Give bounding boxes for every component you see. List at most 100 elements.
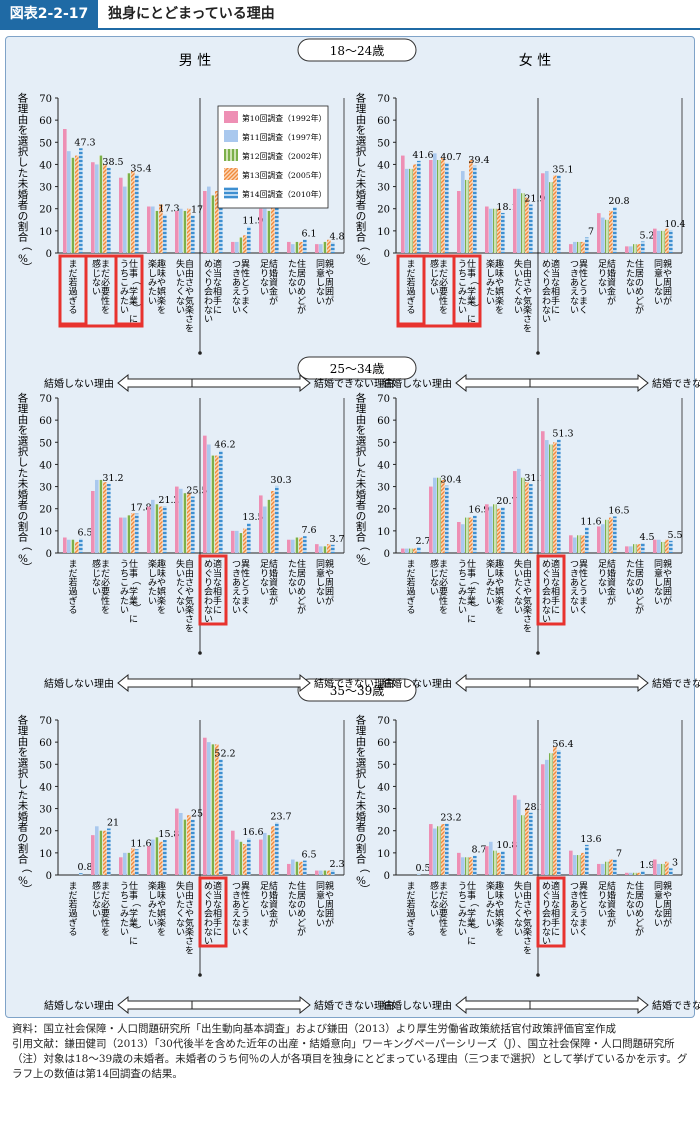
svg-text:住: 住 xyxy=(297,880,306,892)
svg-text:婚: 婚 xyxy=(18,810,29,823)
bar xyxy=(501,212,505,253)
svg-text:楽: 楽 xyxy=(148,258,157,270)
svg-text:足: 足 xyxy=(260,259,269,270)
svg-text:）: ） xyxy=(469,604,480,613)
chart-panel: 各理由を選択した未婚者の割合（%）0102030405060702.730.41… xyxy=(356,391,700,693)
svg-text:こ: こ xyxy=(458,900,467,910)
svg-text:を: を xyxy=(523,945,532,956)
bar xyxy=(183,819,187,875)
y-tick-label: 50 xyxy=(39,760,52,771)
y-tick-label: 40 xyxy=(377,160,390,171)
svg-text:な: な xyxy=(430,577,439,588)
bar xyxy=(473,855,477,875)
bar xyxy=(637,244,641,253)
bar xyxy=(67,539,71,553)
svg-text:な: な xyxy=(260,277,269,288)
svg-text:自: 自 xyxy=(185,558,194,570)
svg-text:し: し xyxy=(356,779,367,791)
svg-text:ま: ま xyxy=(68,559,77,570)
svg-text:娯: 娯 xyxy=(495,586,504,598)
svg-text:う: う xyxy=(458,559,467,570)
svg-text:当: 当 xyxy=(213,567,222,579)
svg-text:感: 感 xyxy=(92,258,101,270)
svg-text:い: い xyxy=(148,597,157,607)
bar xyxy=(267,210,271,253)
svg-text:要: 要 xyxy=(101,909,110,920)
bar xyxy=(147,206,151,253)
svg-text:親: 親 xyxy=(325,258,334,270)
bar xyxy=(661,541,665,553)
svg-text:や: や xyxy=(185,909,194,920)
svg-text:り: り xyxy=(204,277,213,288)
svg-text:ま: ま xyxy=(68,881,77,892)
y-tick-label: 20 xyxy=(39,505,52,516)
svg-text:る: る xyxy=(68,605,77,616)
svg-text:会: 会 xyxy=(204,586,213,598)
svg-text:り: り xyxy=(260,268,269,279)
svg-text:過: 過 xyxy=(406,587,415,598)
bar xyxy=(417,547,421,553)
bar xyxy=(79,873,83,875)
svg-text:と: と xyxy=(579,277,588,288)
data-label: 2.3 xyxy=(329,859,344,870)
svg-text:）: ） xyxy=(131,926,142,935)
svg-text:い: い xyxy=(654,597,663,607)
y-tick-label: 30 xyxy=(39,483,52,494)
bar xyxy=(203,435,207,553)
svg-text:資: 資 xyxy=(607,576,616,588)
svg-text:適: 適 xyxy=(551,558,560,570)
svg-text:な: な xyxy=(232,296,241,307)
svg-text:合: 合 xyxy=(18,231,29,244)
svg-text:だ: だ xyxy=(68,268,77,279)
svg-text:み: み xyxy=(148,277,157,288)
svg-text:学: 学 xyxy=(129,286,138,298)
bar xyxy=(489,506,493,553)
svg-text:娯: 娯 xyxy=(157,908,166,920)
bar xyxy=(657,230,661,253)
bar xyxy=(577,855,581,875)
svg-text:要: 要 xyxy=(439,587,448,598)
svg-text:の: の xyxy=(297,578,306,588)
svg-text:親: 親 xyxy=(663,558,672,570)
svg-text:ぐ: ぐ xyxy=(204,891,213,901)
svg-text:ち: ち xyxy=(458,890,467,901)
bar xyxy=(183,210,187,253)
svg-text:り: り xyxy=(598,890,607,901)
data-label: 23.2 xyxy=(440,813,461,824)
bar xyxy=(545,759,549,875)
svg-text:周: 周 xyxy=(663,577,672,588)
svg-text:を: を xyxy=(185,945,194,956)
bar xyxy=(211,744,215,875)
bar xyxy=(235,839,239,875)
bar xyxy=(521,193,525,253)
bar xyxy=(597,213,601,253)
bar xyxy=(103,164,107,253)
svg-text:た: た xyxy=(486,909,495,920)
svg-text:（: （ xyxy=(20,862,32,873)
svg-text:つ: つ xyxy=(570,882,579,892)
y-tick-label: 40 xyxy=(377,782,390,793)
category-label: 仕事（学業）に xyxy=(467,880,480,947)
svg-text:ま: ま xyxy=(68,259,77,270)
svg-text:い: い xyxy=(598,910,607,920)
bar xyxy=(239,533,243,553)
svg-text:を: を xyxy=(495,927,504,938)
y-tick-label: 70 xyxy=(39,716,52,727)
y-tick-label: 50 xyxy=(377,438,390,449)
svg-text:と: と xyxy=(579,899,588,910)
bar xyxy=(485,206,489,253)
svg-text:を: を xyxy=(356,125,367,137)
bar xyxy=(613,516,617,553)
svg-text:い: い xyxy=(458,306,467,316)
svg-text:に: に xyxy=(213,305,222,316)
